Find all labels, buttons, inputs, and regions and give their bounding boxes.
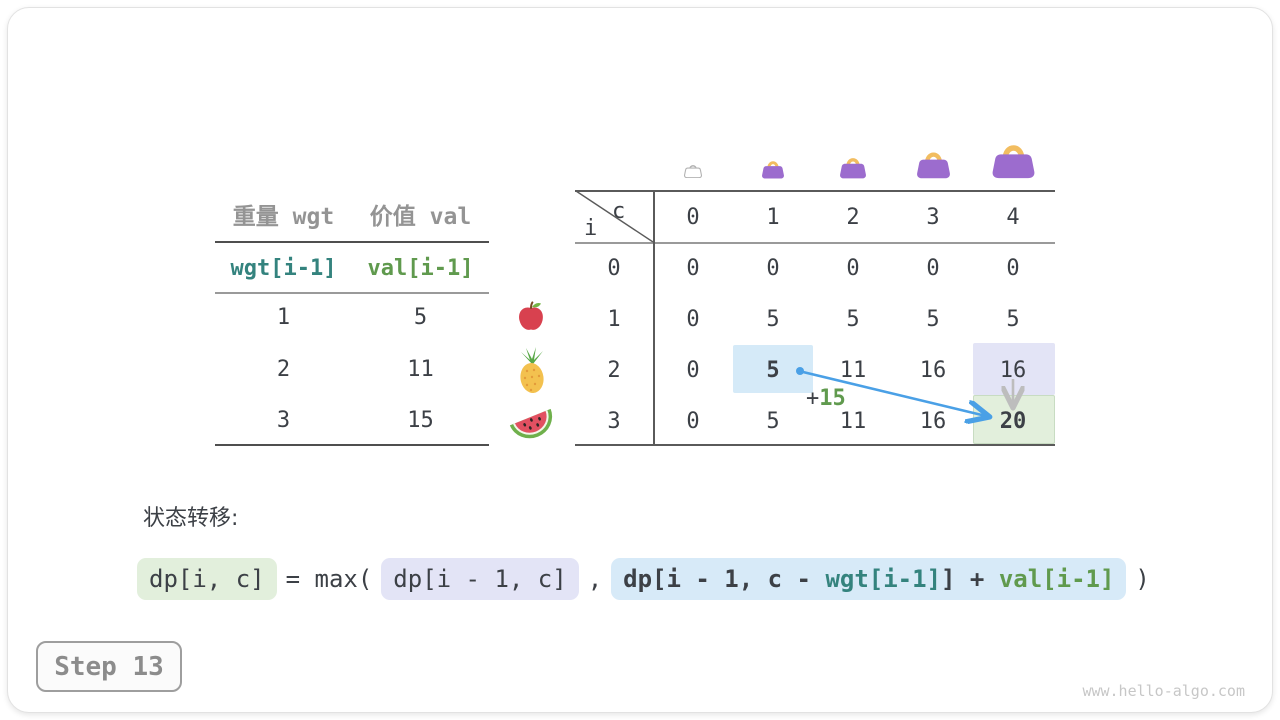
formula-lhs-chip: dp[i, c]: [137, 558, 277, 600]
added-value: 15: [819, 386, 846, 411]
dp-col-header: 1: [766, 205, 780, 230]
dp-col-header: 2: [846, 205, 860, 230]
item-row-apple: 1 5: [215, 305, 489, 330]
item-table-header: 重量 wgt 价值 val: [215, 197, 489, 231]
dp-cell: 0: [926, 256, 940, 281]
dp-row-label: 1: [607, 307, 621, 332]
item-value: 5: [413, 305, 428, 330]
dp-cell: 5: [766, 307, 780, 332]
dp-cell-skip: 16: [999, 358, 1027, 383]
dp-cell: 5: [766, 409, 780, 434]
dp-row-label: 3: [607, 409, 621, 434]
formula-arg1-chip: dp[i - 1, c]: [381, 558, 579, 600]
arg2-mid: ] +: [941, 565, 999, 593]
dp-cell-result: 20: [999, 409, 1027, 434]
weight-column-header: 重量 wgt: [232, 204, 335, 230]
corner-col-var: c: [612, 199, 626, 224]
dp-table-top-rule: [575, 190, 1055, 192]
transition-formula: dp[i, c] = max( dp[i - 1, c] , dp[i - 1,…: [137, 558, 1159, 600]
empty-bag-icon: [683, 161, 703, 182]
watermelon-icon: [508, 401, 554, 447]
formula-close-paren: ): [1135, 565, 1150, 593]
dp-cell: 16: [919, 358, 947, 383]
item-weight: 3: [276, 408, 291, 433]
dp-cell: 0: [686, 307, 700, 332]
dp-col-header: 3: [926, 205, 940, 230]
formula-comma: ,: [587, 565, 603, 593]
dp-cell: 5: [926, 307, 940, 332]
value-column-header: 价值 val: [369, 204, 472, 230]
dp-row-label: 2: [607, 358, 621, 383]
item-row-pineapple: 2 11: [215, 357, 489, 382]
formula-arg2-chip: dp[i - 1, c - wgt[i-1]] + val[i-1]: [611, 558, 1127, 600]
dp-cell: 5: [846, 307, 860, 332]
arg2-val-term: val[i-1]: [998, 565, 1115, 593]
item-table-top-rule: [215, 241, 489, 243]
dp-col-header: 0: [686, 205, 700, 230]
item-weight: 2: [276, 357, 291, 382]
formula-eq-max: = max(: [285, 565, 373, 593]
val-symbol: val[i-1]: [367, 256, 474, 281]
step-badge: Step 13: [36, 641, 182, 692]
arg2-wgt-term: wgt[i-1]: [825, 565, 942, 593]
dp-cell: 5: [1006, 307, 1020, 332]
site-watermark: www.hello-algo.com: [1082, 682, 1245, 700]
dp-col-header: 4: [1006, 205, 1020, 230]
bag-icon-2: [839, 153, 867, 183]
item-value: 11: [407, 357, 434, 382]
state-transition-label: 状态转移:: [143, 506, 239, 531]
dp-cell: 0: [846, 256, 860, 281]
dp-cell: 0: [1006, 256, 1020, 281]
dp-cell: 16: [919, 409, 947, 434]
item-table-mid-rule: [215, 292, 489, 294]
apple-icon: [514, 299, 548, 337]
corner-row-var: i: [584, 216, 598, 241]
dp-cell: 0: [686, 256, 700, 281]
item-table-bottom-rule: [215, 444, 489, 446]
wgt-symbol: wgt[i-1]: [230, 256, 337, 281]
bag-icon-1: [761, 157, 785, 183]
dp-cell: 11: [839, 358, 867, 383]
item-weight: 1: [276, 305, 291, 330]
dp-cell: 0: [686, 409, 700, 434]
bag-icon-3: [915, 146, 952, 183]
dp-row-label: 0: [607, 256, 621, 281]
bag-icon-4: [990, 137, 1037, 183]
dp-table-bottom-rule: [575, 444, 1055, 446]
dp-cell-source: 5: [766, 358, 780, 383]
dp-cell: 0: [766, 256, 780, 281]
item-table-symbol-row: wgt[i-1] val[i-1]: [215, 256, 489, 281]
dp-cell: 11: [839, 409, 867, 434]
dp-table-header-rule: [575, 242, 1055, 244]
dp-cell: 0: [686, 358, 700, 383]
plus-sign: +: [806, 386, 820, 411]
arg2-prefix: dp[i - 1, c -: [623, 565, 826, 593]
item-value: 15: [407, 408, 434, 433]
pineapple-icon: [513, 346, 551, 400]
transition-add-annotation: +15: [806, 386, 846, 411]
dp-table-vertical-rule: [653, 190, 655, 446]
item-row-watermelon: 3 15: [215, 408, 489, 433]
